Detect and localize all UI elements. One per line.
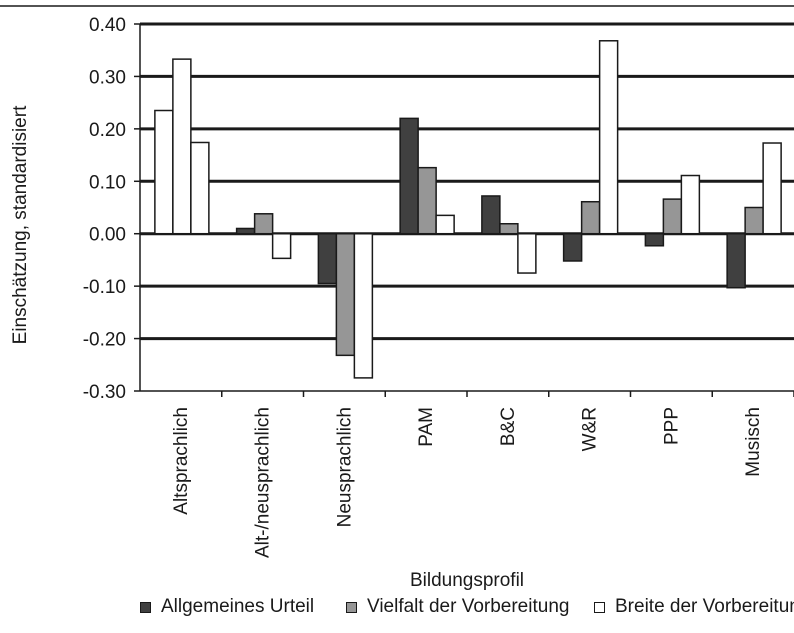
legend-swatch-vielfalt bbox=[346, 601, 357, 613]
x-axis-label: Bildungsprofil bbox=[410, 570, 524, 591]
x-tick-label-pam: PAM bbox=[416, 407, 437, 447]
y-tick-label: 0.00 bbox=[89, 225, 126, 246]
bar-altsprachlich-0 bbox=[154, 109, 174, 235]
bar-ppp-2 bbox=[680, 174, 701, 235]
bar-alt-neusprachlich-1 bbox=[253, 213, 274, 235]
bar-b-c-2 bbox=[517, 232, 537, 274]
bar-neusprachlich-0 bbox=[317, 232, 338, 285]
legend-swatch-allgemeines-urteil bbox=[140, 601, 151, 613]
y-tick-label: -0.20 bbox=[83, 330, 126, 351]
bar-w-r-1 bbox=[580, 200, 601, 235]
bar-pam-0 bbox=[399, 117, 419, 235]
bar-alt-neusprachlich-0 bbox=[235, 227, 256, 235]
tick-label-layer: 0.40 0.30 0.20 0.10 0.00 -0.10 -0.20 -0.30 bbox=[83, 15, 126, 403]
x-tick-label-w-r: W&R bbox=[580, 407, 601, 451]
legend-item-breite: Breite der Vorbereitung bbox=[594, 596, 794, 618]
bar-altsprachlich-2 bbox=[190, 141, 210, 235]
bar-b-c-1 bbox=[499, 223, 519, 235]
x-tick-label-musisch: Musisch bbox=[743, 407, 764, 477]
y-tick-label: 0.30 bbox=[89, 67, 126, 88]
x-tick-label-alt-neusprachlich: Alt-/neusprachlich bbox=[253, 407, 274, 558]
legend-item-allgemeines-urteil: Allgemeines Urteil bbox=[140, 596, 314, 618]
bar-altsprachlich-1 bbox=[172, 58, 192, 235]
legend-label-vielfalt: Vielfalt der Vorbereitung bbox=[367, 596, 570, 617]
x-tick-label-neusprachlich: Neusprachlich bbox=[334, 407, 355, 527]
y-tick-label: 0.10 bbox=[89, 172, 126, 193]
bar-neusprachlich-2 bbox=[353, 232, 374, 379]
bar-ppp-0 bbox=[644, 232, 665, 247]
bars-layer bbox=[140, 40, 794, 379]
bar-pam-1 bbox=[417, 166, 437, 235]
y-tick-label: 0.20 bbox=[89, 120, 126, 141]
bar-w-r-2 bbox=[598, 40, 619, 235]
bar-pam-2 bbox=[435, 214, 455, 235]
bar-ppp-1 bbox=[662, 198, 683, 235]
bar-musisch-2 bbox=[762, 142, 782, 235]
bar-musisch-1 bbox=[744, 206, 764, 235]
bar-alt-neusprachlich-2 bbox=[271, 232, 292, 260]
legend-label-allgemeines-urteil: Allgemeines Urteil bbox=[161, 596, 315, 617]
legend-swatch-breite bbox=[594, 601, 605, 613]
legend-item-vielfalt: Vielfalt der Vorbereitung bbox=[346, 596, 569, 618]
y-tick-label: -0.30 bbox=[83, 382, 126, 403]
y-tick-label: 0.40 bbox=[89, 15, 126, 36]
bar-w-r-0 bbox=[562, 232, 583, 262]
x-tick-label-ppp: PPP bbox=[661, 407, 682, 445]
y-axis-label: Einschätzung, standardisiert bbox=[10, 105, 31, 344]
x-tick-label-altsprachlich: Altsprachlich bbox=[171, 407, 192, 515]
bar-musisch-0 bbox=[726, 232, 746, 289]
bar-b-c-0 bbox=[481, 195, 501, 235]
legend: Allgemeines Urteil Vielfalt der Vorberei… bbox=[0, 596, 794, 624]
x-tick-label-b-c: B&C bbox=[498, 407, 519, 446]
y-tick-label: -0.10 bbox=[83, 277, 126, 298]
category-label-layer: Altsprachlich Alt-/neusprachlich Neusprach… bbox=[171, 391, 794, 558]
bar-neusprachlich-1 bbox=[335, 232, 356, 357]
legend-label-breite: Breite der Vorbereitung bbox=[615, 596, 794, 617]
